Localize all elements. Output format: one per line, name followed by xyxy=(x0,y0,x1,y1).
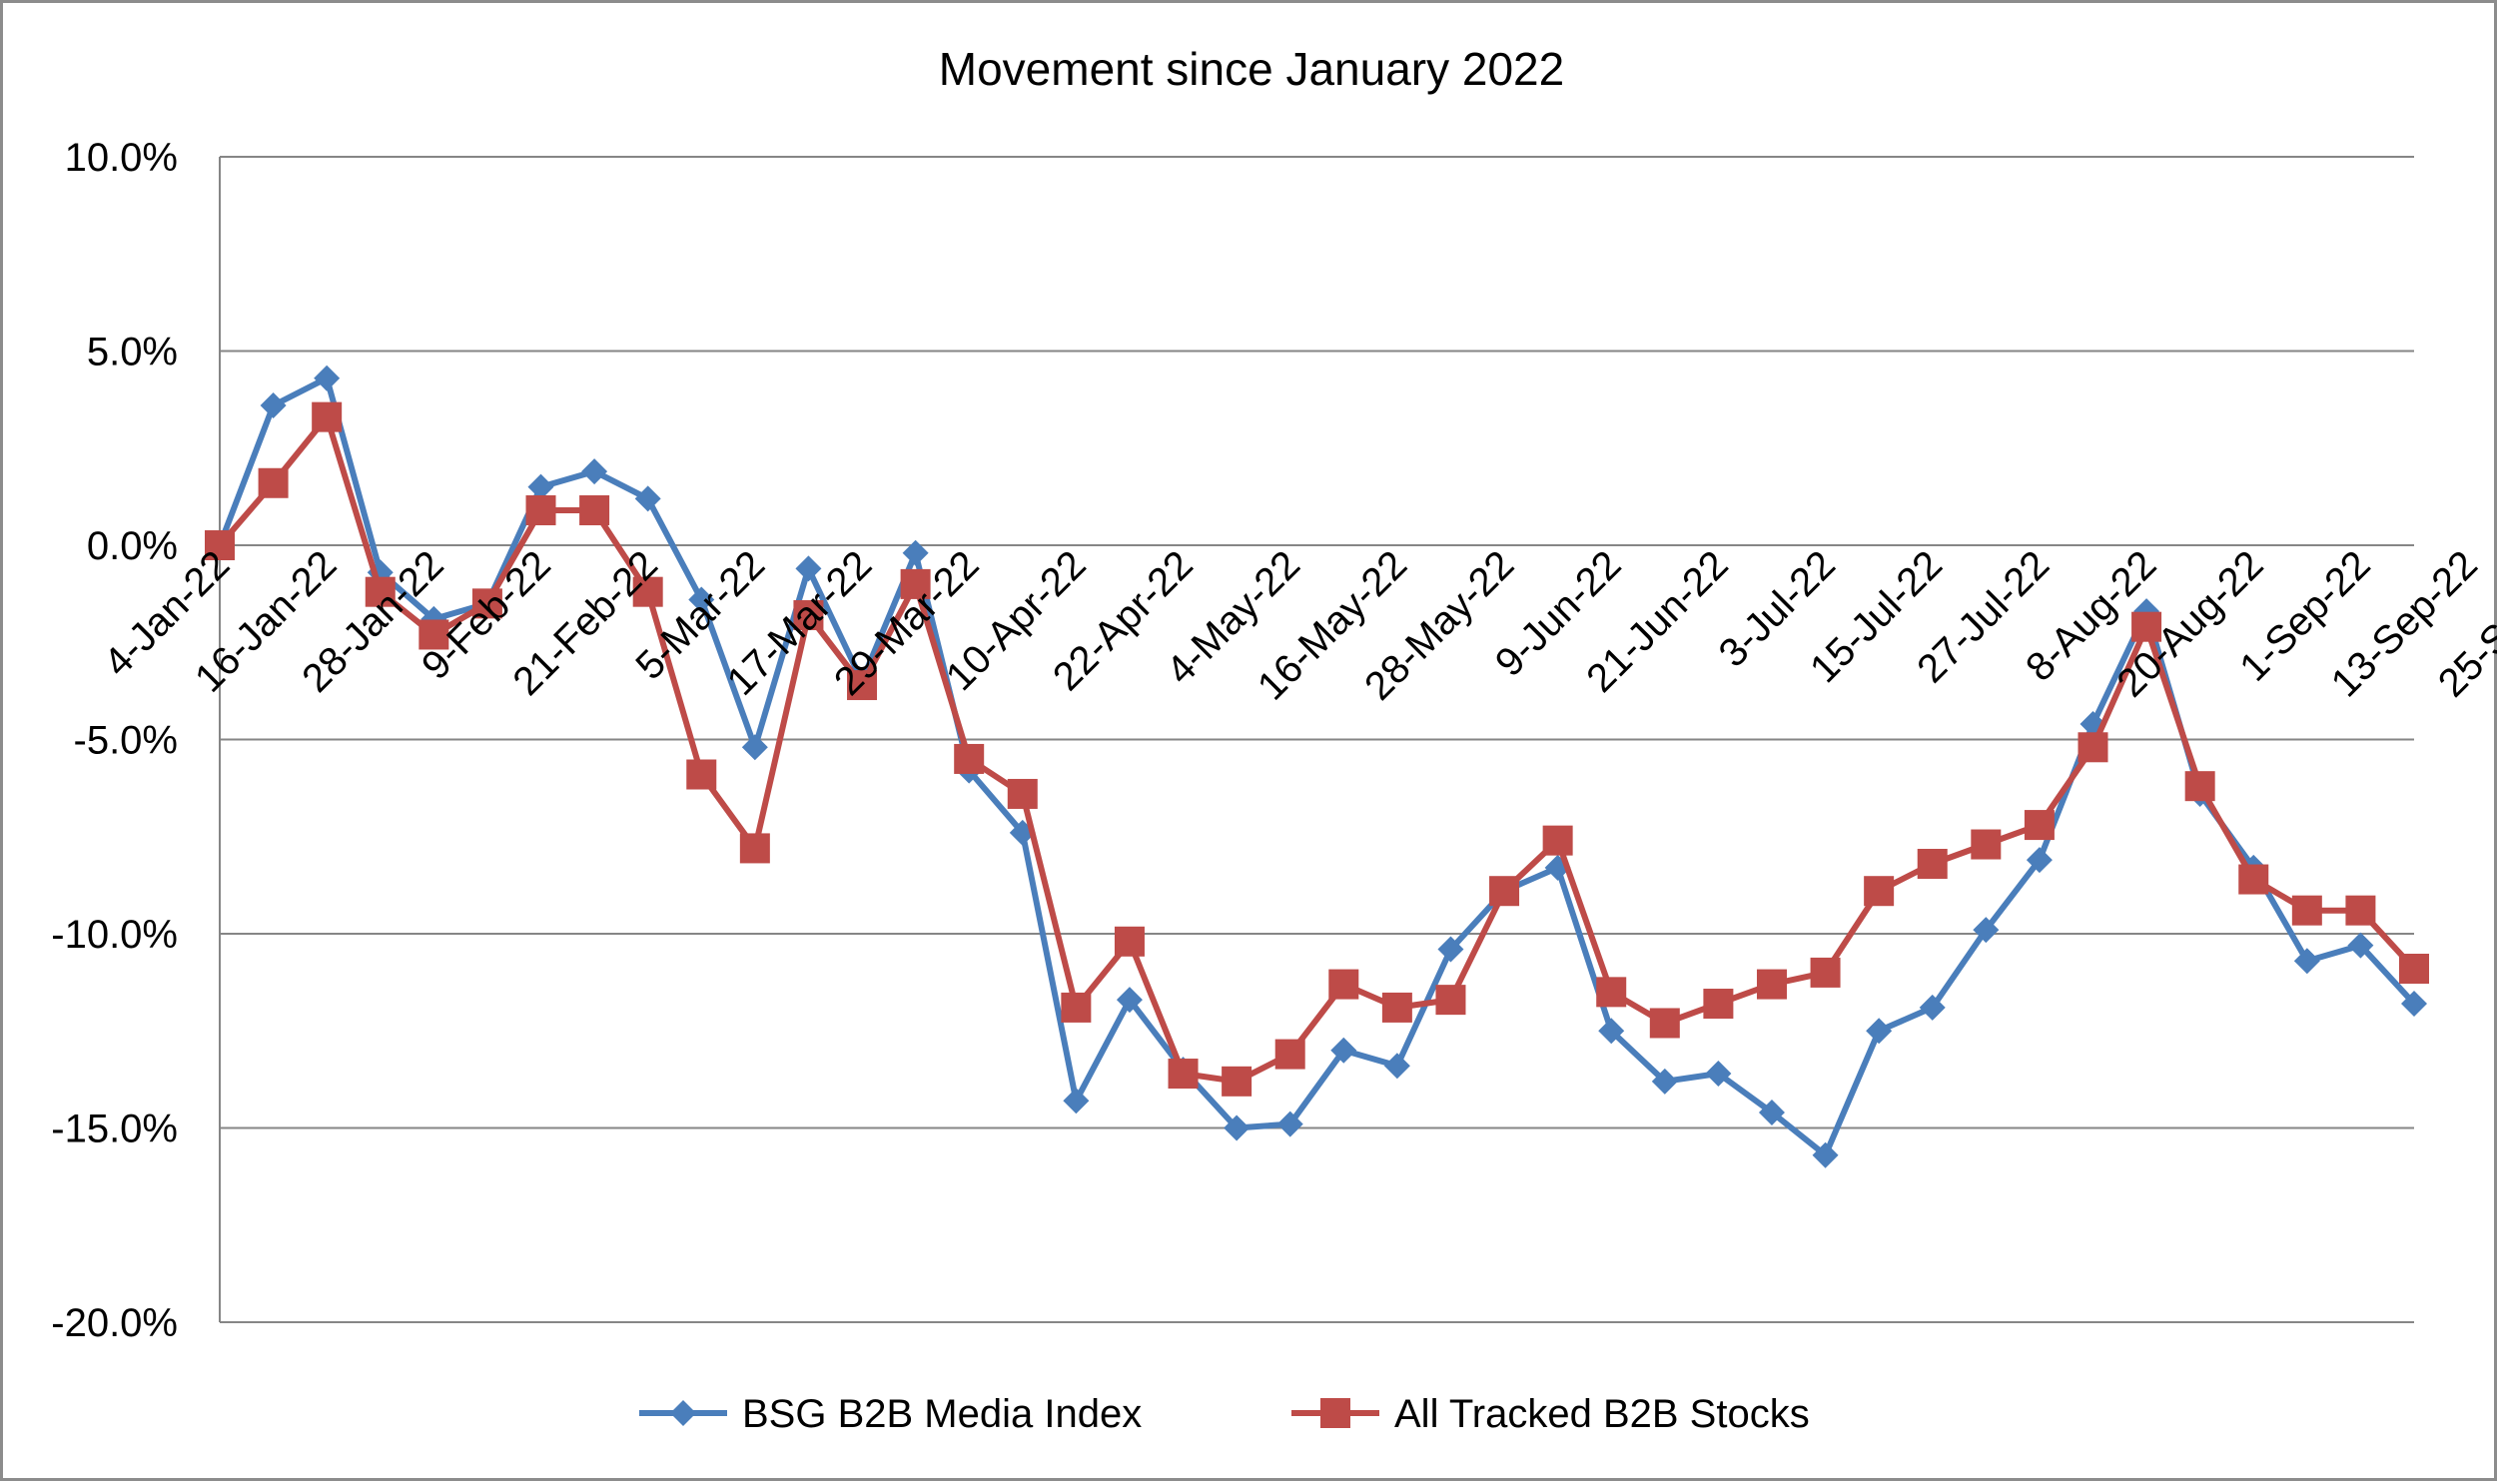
legend-label: All Tracked B2B Stocks xyxy=(1394,1392,1810,1436)
data-point xyxy=(258,467,289,498)
y-axis-ticks: 10.0% 5.0% 0.0% -5.0% -10.0% -15.0% -20.0% xyxy=(51,136,178,1345)
data-point xyxy=(1864,876,1895,907)
y-tick-label: 5.0% xyxy=(87,331,178,374)
data-point xyxy=(260,391,287,418)
data-point xyxy=(1328,969,1359,1000)
data-point xyxy=(2026,847,2053,874)
data-point xyxy=(1116,987,1143,1014)
data-point xyxy=(1919,994,1946,1021)
data-point xyxy=(795,555,822,582)
data-point xyxy=(312,401,343,432)
data-point xyxy=(2345,895,2376,926)
legend-entry: BSG B2B Media Index xyxy=(639,1392,1142,1436)
data-point xyxy=(1973,917,2000,944)
data-point xyxy=(686,759,717,790)
data-point xyxy=(205,530,235,560)
data-point xyxy=(1222,1066,1252,1097)
data-point xyxy=(1435,985,1466,1016)
data-point xyxy=(581,458,608,485)
data-point xyxy=(1596,977,1627,1008)
data-point xyxy=(314,365,341,391)
data-point xyxy=(1971,829,2002,860)
legend-entry: All Tracked B2B Stocks xyxy=(1291,1392,1810,1436)
data-point xyxy=(579,494,610,525)
data-point xyxy=(525,494,556,525)
data-point xyxy=(739,833,770,864)
data-point xyxy=(2291,895,2322,926)
y-tick-label: 0.0% xyxy=(87,524,178,568)
y-tick-label: 10.0% xyxy=(65,136,178,180)
data-point xyxy=(1114,926,1145,957)
data-point xyxy=(1274,1039,1305,1070)
data-point xyxy=(1437,936,1464,963)
legend-marker xyxy=(670,1400,696,1426)
data-point xyxy=(1381,992,1412,1023)
data-point xyxy=(1703,989,1734,1020)
data-point xyxy=(1810,957,1841,988)
data-point xyxy=(634,485,661,512)
data-point xyxy=(527,473,554,500)
data-point xyxy=(471,588,502,619)
data-point xyxy=(418,619,449,650)
data-point xyxy=(1758,1099,1785,1125)
data-point xyxy=(2024,810,2055,841)
data-point xyxy=(1651,1068,1678,1095)
data-point xyxy=(1168,1059,1199,1090)
data-point xyxy=(1542,825,1573,856)
data-point xyxy=(1224,1114,1250,1141)
series-2 xyxy=(205,401,2429,1097)
data-point xyxy=(2078,732,2108,763)
data-point xyxy=(1330,1037,1357,1064)
gridlines xyxy=(219,156,2414,1323)
data-point xyxy=(632,576,663,607)
legend: BSG B2B Media Index All Tracked B2B Stock… xyxy=(639,1392,1810,1436)
data-point xyxy=(1756,969,1787,1000)
series-line xyxy=(217,374,2417,1158)
chart-title: Movement since January 2022 xyxy=(939,43,1564,95)
line-chart: Movement since January 2022 10.0% 5.0% 0.0… xyxy=(51,43,2497,1436)
data-point xyxy=(1007,778,1038,809)
data-point xyxy=(2401,991,2427,1018)
data-point xyxy=(1917,848,1948,879)
data-point xyxy=(1063,1088,1090,1114)
data-point xyxy=(1866,1018,1893,1045)
y-tick-label: -15.0% xyxy=(51,1108,178,1151)
series-1 xyxy=(207,365,2427,1168)
data-point xyxy=(365,576,396,607)
data-point xyxy=(1598,1018,1625,1045)
data-point xyxy=(847,670,878,701)
data-point xyxy=(900,568,931,599)
data-point xyxy=(741,734,768,761)
data-point xyxy=(2184,771,2215,802)
y-tick-label: -10.0% xyxy=(51,913,178,957)
data-point xyxy=(1812,1141,1839,1168)
data-point xyxy=(1061,992,1092,1023)
data-point xyxy=(1276,1111,1303,1137)
y-tick-label: -5.0% xyxy=(74,719,179,763)
data-point xyxy=(2238,864,2269,895)
data-point xyxy=(2131,611,2162,642)
data-point xyxy=(1705,1061,1732,1088)
legend-label: BSG B2B Media Index xyxy=(742,1392,1142,1436)
data-point xyxy=(2293,948,2320,975)
data-point xyxy=(2399,954,2429,985)
data-point xyxy=(793,600,824,631)
data-point xyxy=(954,743,985,774)
data-point xyxy=(1649,1008,1680,1039)
legend-marker xyxy=(1320,1398,1350,1428)
series-lines xyxy=(205,365,2429,1168)
data-point xyxy=(1489,876,1520,907)
data-point xyxy=(2347,932,2374,959)
data-point xyxy=(1383,1053,1410,1080)
data-point xyxy=(902,539,929,566)
data-point xyxy=(688,586,715,613)
y-tick-label: -20.0% xyxy=(51,1301,178,1345)
